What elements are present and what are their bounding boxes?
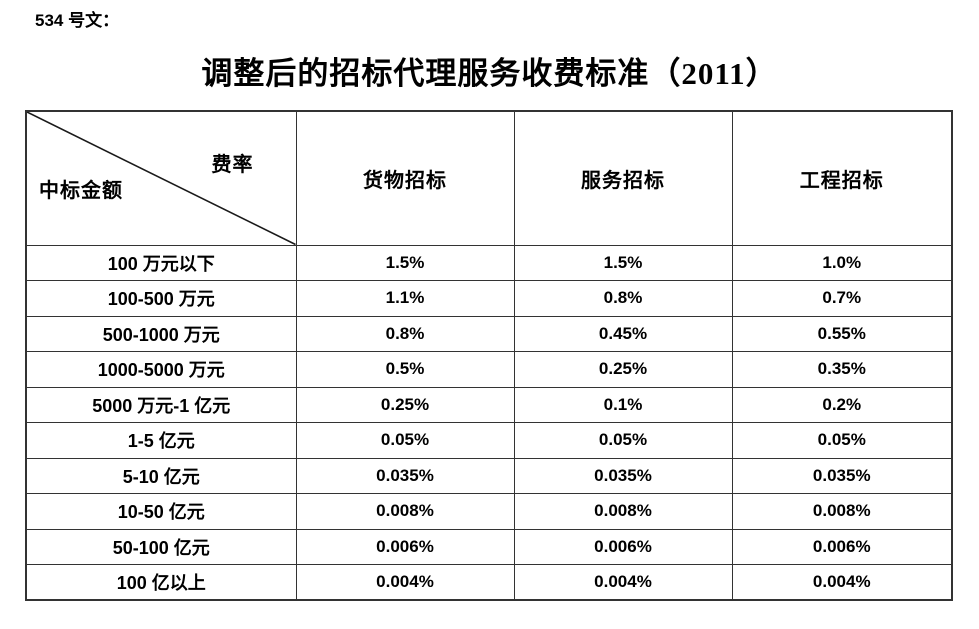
rate-cell-goods: 1.1% <box>295 280 515 317</box>
row-label-amount-range: 100 亿以上 <box>25 564 297 601</box>
page-title: 调整后的招标代理服务收费标准（2011） <box>201 56 778 91</box>
row-label-amount-range: 10-50 亿元 <box>25 493 297 530</box>
rate-cell-engineering: 1.0% <box>731 244 953 281</box>
rate-cell-service: 0.035% <box>513 457 733 494</box>
header-row: 费率 中标金额 货物招标 服务招标 工程招标 <box>25 110 953 246</box>
row-label-amount-range: 1000-5000 万元 <box>25 351 297 388</box>
row-label-amount-range: 50-100 亿元 <box>25 528 297 565</box>
table-row: 5000 万元-1 亿元 0.25% 0.1% 0.2% <box>25 386 953 423</box>
rate-cell-engineering: 0.55% <box>731 315 953 352</box>
rate-cell-goods: 0.8% <box>295 315 515 352</box>
table-row: 50-100 亿元 0.006% 0.006% 0.006% <box>25 528 953 565</box>
rate-cell-service: 0.008% <box>513 493 733 530</box>
table-row: 100-500 万元 1.1% 0.8% 0.7% <box>25 280 953 317</box>
fee-table-body: 100 万元以下 1.5% 1.5% 1.0% 100-500 万元 1.1% … <box>25 244 953 601</box>
rate-cell-goods: 0.008% <box>295 493 515 530</box>
rate-cell-engineering: 0.008% <box>731 493 953 530</box>
rate-cell-goods: 0.035% <box>295 457 515 494</box>
rate-cell-service: 1.5% <box>513 244 733 281</box>
rate-cell-goods: 0.5% <box>295 351 515 388</box>
row-label-amount-range: 500-1000 万元 <box>25 315 297 352</box>
rate-cell-engineering: 0.35% <box>731 351 953 388</box>
rate-cell-service: 0.05% <box>513 422 733 459</box>
column-header-engineering-bidding: 工程招标 <box>731 110 953 246</box>
rate-cell-engineering: 0.004% <box>731 564 953 601</box>
rate-cell-service: 0.45% <box>513 315 733 352</box>
rate-cell-goods: 0.25% <box>295 386 515 423</box>
doc-number-label: 534 号文： <box>35 11 120 30</box>
row-label-amount-range: 5-10 亿元 <box>25 457 297 494</box>
diagonal-divider-line <box>27 112 296 245</box>
rate-cell-goods: 0.006% <box>295 528 515 565</box>
rate-cell-goods: 1.5% <box>295 244 515 281</box>
corner-label-bid-amount: 中标金额 <box>39 179 123 202</box>
row-label-amount-range: 100-500 万元 <box>25 280 297 317</box>
fee-table-header: 费率 中标金额 货物招标 服务招标 工程招标 <box>25 110 953 246</box>
rate-cell-engineering: 0.035% <box>731 457 953 494</box>
row-label-amount-range: 1-5 亿元 <box>25 422 297 459</box>
row-label-amount-range: 100 万元以下 <box>25 244 297 281</box>
rate-cell-engineering: 0.006% <box>731 528 953 565</box>
table-row: 5-10 亿元 0.035% 0.035% 0.035% <box>25 457 953 494</box>
rate-cell-engineering: 0.2% <box>731 386 953 423</box>
rate-cell-engineering: 0.7% <box>731 280 953 317</box>
table-row: 10-50 亿元 0.008% 0.008% 0.008% <box>25 493 953 530</box>
rate-cell-service: 0.006% <box>513 528 733 565</box>
row-label-amount-range: 5000 万元-1 亿元 <box>25 386 297 423</box>
table-row: 1-5 亿元 0.05% 0.05% 0.05% <box>25 422 953 459</box>
rate-cell-engineering: 0.05% <box>731 422 953 459</box>
rate-cell-goods: 0.004% <box>295 564 515 601</box>
column-header-goods-bidding: 货物招标 <box>295 110 515 246</box>
fee-table: 费率 中标金额 货物招标 服务招标 工程招标 100 万元以下 1.5% 1.5… <box>25 110 953 601</box>
rate-cell-service: 0.004% <box>513 564 733 601</box>
column-header-service-bidding: 服务招标 <box>513 110 733 246</box>
table-row: 500-1000 万元 0.8% 0.45% 0.55% <box>25 315 953 352</box>
rate-cell-service: 0.1% <box>513 386 733 423</box>
corner-label-rate: 费率 <box>211 154 254 176</box>
table-row: 100 万元以下 1.5% 1.5% 1.0% <box>25 244 953 281</box>
rate-cell-service: 0.25% <box>513 351 733 388</box>
table-row: 100 亿以上 0.004% 0.004% 0.004% <box>25 564 953 601</box>
rate-cell-service: 0.8% <box>513 280 733 317</box>
corner-header-cell: 费率 中标金额 <box>25 110 297 246</box>
rate-cell-goods: 0.05% <box>295 422 515 459</box>
table-row: 1000-5000 万元 0.5% 0.25% 0.35% <box>25 351 953 388</box>
